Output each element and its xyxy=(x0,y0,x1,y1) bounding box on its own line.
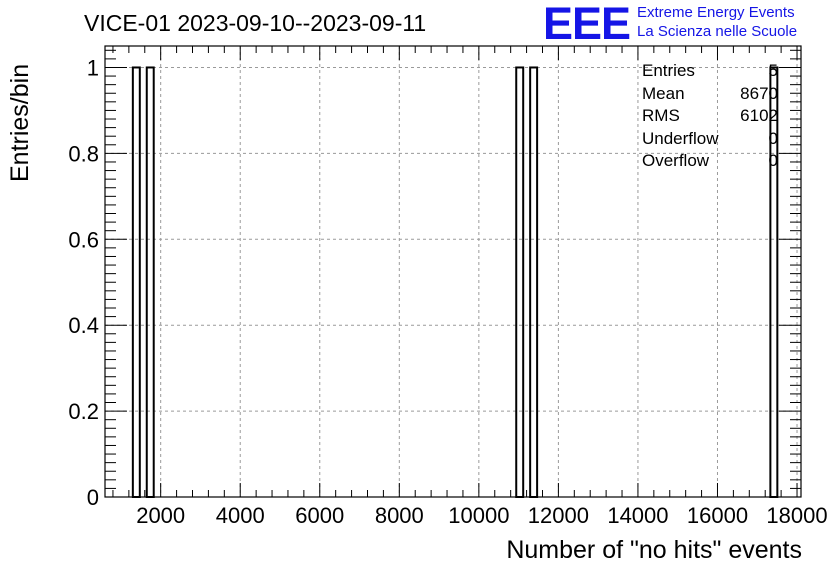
x-tick-label: 12000 xyxy=(528,503,589,528)
stats-row-rms: RMS 6102 xyxy=(642,105,778,128)
stats-value: 0 xyxy=(768,151,778,170)
stats-row-mean: Mean 8670 xyxy=(642,83,778,106)
stats-label: Entries xyxy=(642,61,695,80)
x-tick-label: 14000 xyxy=(607,503,668,528)
stats-value: 0 xyxy=(768,128,778,148)
x-tick-label: 18000 xyxy=(766,503,827,528)
grid-lines xyxy=(105,46,801,497)
logo-caption-line2: La Scienza nelle Scuole xyxy=(637,23,798,40)
logo-caption-line1: Extreme Energy Events xyxy=(637,4,795,21)
tick-labels: 2000 4000 6000 8000 10000 12000 14000 16000 1800… xyxy=(68,55,827,528)
y-tick-label: 0.4 xyxy=(68,313,99,338)
plot-border xyxy=(104,45,802,498)
axis-ticks xyxy=(105,46,801,498)
x-tick-label: 4000 xyxy=(216,503,265,528)
histogram-bar xyxy=(515,66,525,498)
y-tick-label: 0.8 xyxy=(68,141,99,166)
x-tick-label: 8000 xyxy=(375,503,424,528)
histogram-bar xyxy=(529,66,539,498)
stats-row-entries: Entries 5 xyxy=(642,60,778,83)
stats-value: 5 xyxy=(768,61,778,80)
eee-logo: EEE xyxy=(543,0,631,49)
stats-box: Entries 5 Mean 8670 RMS 6102 Underflow 0… xyxy=(642,60,778,173)
logo-caption: Extreme Energy Events La Scienza nelle S… xyxy=(637,3,797,41)
y-tick-label: 0.6 xyxy=(68,227,99,252)
x-tick-label: 16000 xyxy=(687,503,748,528)
y-tick-label: 0.2 xyxy=(68,399,99,424)
x-tick-label: 2000 xyxy=(136,503,185,528)
x-axis-label: Number of "no hits" events xyxy=(506,536,802,564)
stats-row-underflow: Underflow 0 xyxy=(642,128,778,151)
y-tick-label: 1 xyxy=(87,55,99,80)
histogram-bar xyxy=(131,66,141,498)
chart-title: VICE-01 2023-09-10--2023-09-11 xyxy=(84,10,427,36)
stats-label: Overflow xyxy=(642,151,710,170)
stats-value: 6102 xyxy=(740,106,778,125)
stats-row-overflow: Overflow 0 xyxy=(642,150,778,173)
plot-frame xyxy=(104,45,802,498)
y-axis-label: Entries/bin xyxy=(6,63,34,182)
stats-value: 8670 xyxy=(740,83,778,103)
histogram-bar xyxy=(145,66,155,498)
stats-label: RMS xyxy=(642,106,680,125)
x-tick-label: 10000 xyxy=(448,503,509,528)
y-tick-label: 0 xyxy=(87,485,99,510)
stats-label: Underflow xyxy=(642,128,719,148)
stats-label: Mean xyxy=(642,83,685,103)
x-tick-label: 6000 xyxy=(295,503,344,528)
